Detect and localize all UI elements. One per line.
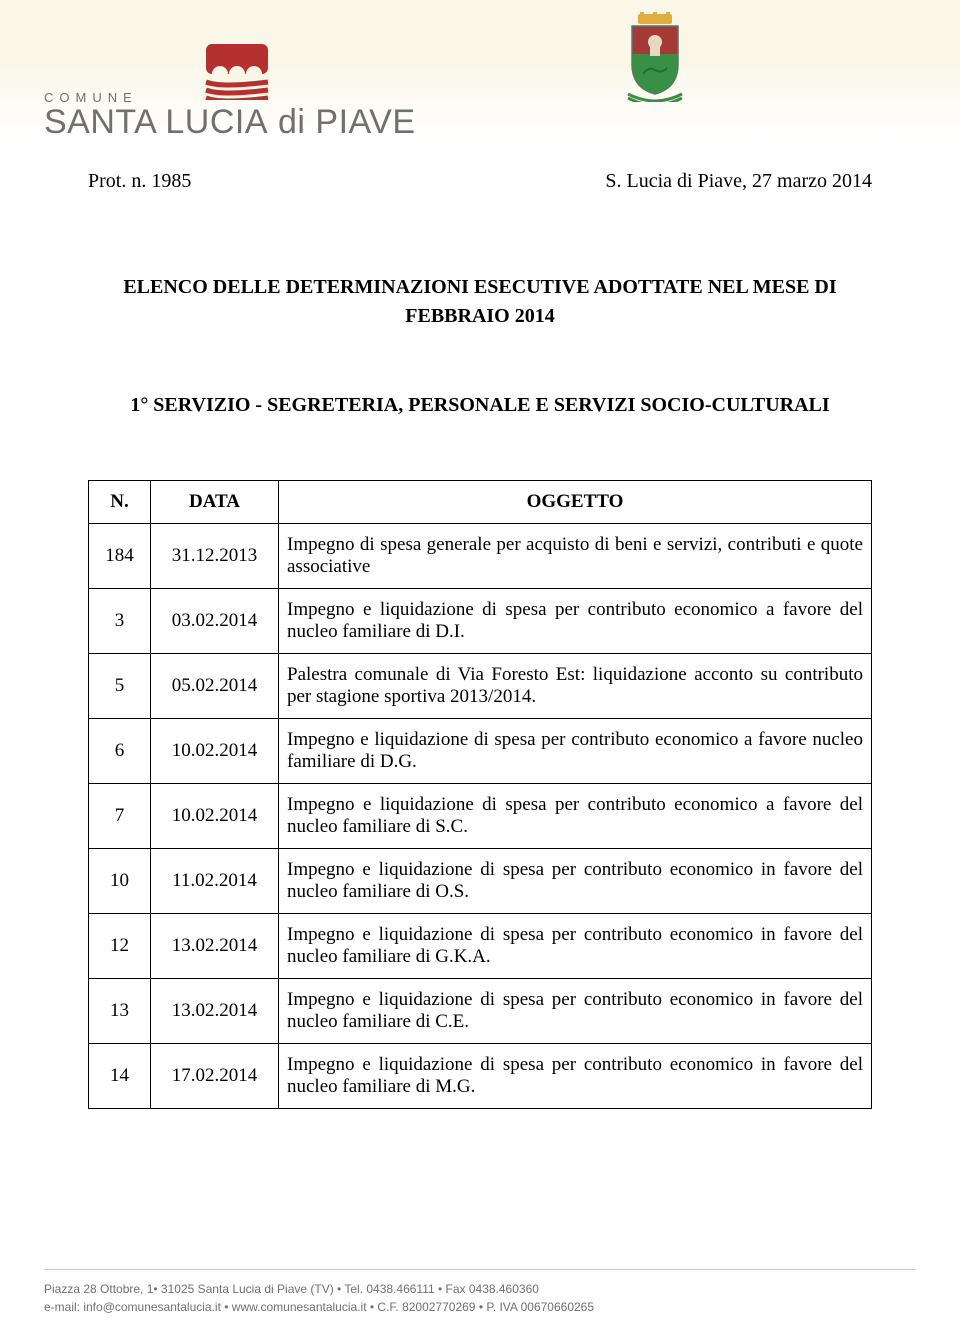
logo-wordmark: SANTA LUCIA di PIAVE (44, 105, 416, 139)
page-footer: Piazza 28 Ottobre, 1• 31025 Santa Lucia … (44, 1269, 916, 1316)
cell-obj: Impegno e liquidazione di spesa per cont… (279, 719, 872, 784)
cell-date: 13.02.2014 (151, 979, 279, 1044)
cell-n: 6 (89, 719, 151, 784)
cell-n: 14 (89, 1044, 151, 1109)
document-title: ELENCO DELLE DETERMINAZIONI ESECUTIVE AD… (118, 273, 842, 331)
cell-obj: Impegno e liquidazione di spesa per cont… (279, 914, 872, 979)
protocol-number: Prot. n. 1985 (88, 170, 191, 193)
municipality-logo: COMUNE SANTA LUCIA di PIAVE (44, 40, 416, 139)
cell-date: 17.02.2014 (151, 1044, 279, 1109)
col-header-oggetto: OGGETTO (279, 481, 872, 524)
cell-obj: Impegno e liquidazione di spesa per cont… (279, 979, 872, 1044)
cell-date: 10.02.2014 (151, 719, 279, 784)
col-header-n: N. (89, 481, 151, 524)
table-row: 13 13.02.2014 Impegno e liquidazione di … (89, 979, 872, 1044)
cell-n: 184 (89, 524, 151, 589)
cell-obj: Impegno e liquidazione di spesa per cont… (279, 849, 872, 914)
footer-line-2: e-mail: info@comunesantalucia.it • www.c… (44, 1298, 916, 1316)
cell-n: 12 (89, 914, 151, 979)
cell-date: 03.02.2014 (151, 589, 279, 654)
meta-row: Prot. n. 1985 S. Lucia di Piave, 27 marz… (88, 170, 872, 193)
col-header-data: DATA (151, 481, 279, 524)
table-row: 184 31.12.2013 Impegno di spesa generale… (89, 524, 872, 589)
cell-date: 11.02.2014 (151, 849, 279, 914)
cell-n: 3 (89, 589, 151, 654)
table-row: 3 03.02.2014 Impegno e liquidazione di s… (89, 589, 872, 654)
table-body: 184 31.12.2013 Impegno di spesa generale… (89, 524, 872, 1109)
table-row: 10 11.02.2014 Impegno e liquidazione di … (89, 849, 872, 914)
cell-obj: Impegno e liquidazione di spesa per cont… (279, 589, 872, 654)
cell-obj: Impegno e liquidazione di spesa per cont… (279, 1044, 872, 1109)
table-row: 14 17.02.2014 Impegno e liquidazione di … (89, 1044, 872, 1109)
table-row: 12 13.02.2014 Impegno e liquidazione di … (89, 914, 872, 979)
cell-date: 31.12.2013 (151, 524, 279, 589)
logo-word-di: di (268, 103, 315, 141)
cell-n: 7 (89, 784, 151, 849)
cell-n: 13 (89, 979, 151, 1044)
table-row: 6 10.02.2014 Impegno e liquidazione di s… (89, 719, 872, 784)
logo-word-main: SANTA LUCIA (44, 103, 268, 141)
cell-n: 10 (89, 849, 151, 914)
logo-word-tail: PIAVE (315, 103, 415, 141)
table-row: 5 05.02.2014 Palestra comunale di Via Fo… (89, 654, 872, 719)
municipality-crest-icon (620, 12, 690, 102)
document-body: Prot. n. 1985 S. Lucia di Piave, 27 marz… (88, 170, 872, 1109)
bridge-icon (202, 40, 272, 100)
cell-obj: Impegno e liquidazione di spesa per cont… (279, 784, 872, 849)
cell-obj: Palestra comunale di Via Foresto Est: li… (279, 654, 872, 719)
cell-n: 5 (89, 654, 151, 719)
section-title: 1° SERVIZIO - SEGRETERIA, PERSONALE E SE… (128, 391, 832, 420)
footer-line-1: Piazza 28 Ottobre, 1• 31025 Santa Lucia … (44, 1280, 916, 1298)
table-row: 7 10.02.2014 Impegno e liquidazione di s… (89, 784, 872, 849)
determinations-table: N. DATA OGGETTO 184 31.12.2013 Impegno d… (88, 480, 872, 1109)
table-header-row: N. DATA OGGETTO (89, 481, 872, 524)
cell-date: 13.02.2014 (151, 914, 279, 979)
cell-date: 10.02.2014 (151, 784, 279, 849)
cell-date: 05.02.2014 (151, 654, 279, 719)
place-and-date: S. Lucia di Piave, 27 marzo 2014 (605, 170, 872, 193)
cell-obj: Impegno di spesa generale per acquisto d… (279, 524, 872, 589)
